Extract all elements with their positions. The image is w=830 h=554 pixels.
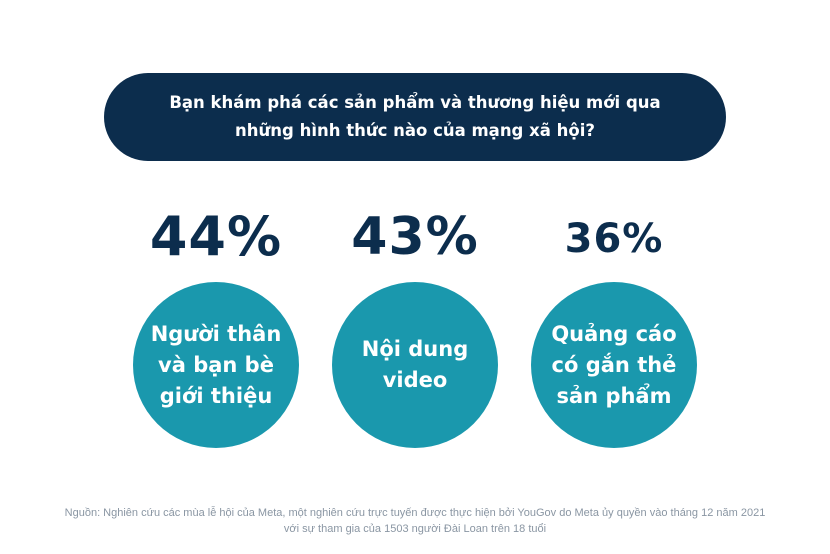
question-text: Bạn khám phá các sản phẩm và thương hiệu… [169, 93, 661, 140]
stat-value-video-content: 43% [351, 207, 479, 267]
question-banner: Bạn khám phá các sản phẩm và thương hiệu… [104, 73, 726, 161]
stat-circle-product-tag-ads: Quảng cáo có gắn thẻ sản phẩm [531, 282, 697, 448]
stat-label-video-content: Nội dung video [361, 337, 469, 392]
stat-label-product-tag-ads: Quảng cáo có gắn thẻ sản phẩm [551, 321, 677, 408]
source-note: Nguồn: Nghiên cứu các mùa lễ hội của Met… [64, 507, 766, 535]
stat-label-family-friends: Người thân và bạn bè giới thiệu [150, 321, 282, 408]
stat-circle-family-friends: Người thân và bạn bè giới thiệu [133, 282, 299, 448]
stat-value-product-tag-ads: 36% [564, 216, 664, 262]
stat-circle-video-content: Nội dung video [332, 282, 498, 448]
stat-value-family-friends: 44% [149, 205, 283, 268]
